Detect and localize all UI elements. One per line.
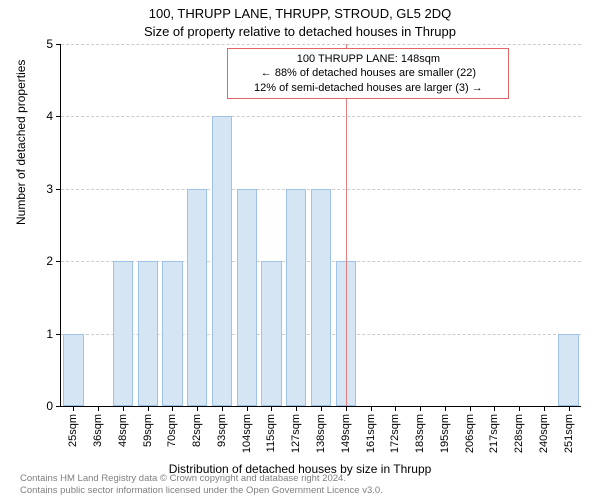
y-tick bbox=[56, 44, 61, 45]
y-tick-label: 5 bbox=[37, 37, 53, 51]
x-tick-label: 59sqm bbox=[142, 414, 154, 447]
x-tick-label: 104sqm bbox=[241, 414, 253, 453]
footer-line-1: Contains HM Land Registry data © Crown c… bbox=[20, 473, 383, 484]
plot-area: 01234525sqm36sqm48sqm59sqm70sqm82sqm93sq… bbox=[60, 44, 581, 407]
x-tick bbox=[494, 406, 495, 411]
x-tick bbox=[222, 406, 223, 411]
x-tick-label: 251sqm bbox=[563, 414, 575, 453]
x-tick bbox=[73, 406, 74, 411]
y-tick bbox=[56, 116, 61, 117]
x-tick bbox=[247, 406, 248, 411]
x-tick-label: 48sqm bbox=[117, 414, 129, 447]
bar bbox=[286, 189, 306, 406]
bar bbox=[138, 261, 158, 406]
bar bbox=[237, 189, 257, 406]
x-tick bbox=[371, 406, 372, 411]
grid-line bbox=[61, 44, 581, 45]
x-tick-label: 127sqm bbox=[290, 414, 302, 453]
y-axis-label: Number of detached properties bbox=[14, 60, 28, 225]
y-tick bbox=[56, 261, 61, 262]
bar bbox=[162, 261, 182, 406]
x-tick-label: 195sqm bbox=[439, 414, 451, 453]
bar bbox=[63, 334, 83, 406]
bar bbox=[311, 189, 331, 406]
x-tick-label: 217sqm bbox=[488, 414, 500, 453]
x-tick-label: 36sqm bbox=[92, 414, 104, 447]
x-tick-label: 240sqm bbox=[538, 414, 550, 453]
x-tick bbox=[519, 406, 520, 411]
annotation-line: ← 88% of detached houses are smaller (22… bbox=[234, 66, 502, 80]
footer-line-2: Contains public sector information licen… bbox=[20, 485, 383, 496]
bar bbox=[187, 189, 207, 406]
annotation-line: 12% of semi-detached houses are larger (… bbox=[234, 81, 502, 95]
x-tick-label: 115sqm bbox=[265, 414, 277, 452]
y-tick-label: 3 bbox=[37, 182, 53, 196]
x-tick-label: 161sqm bbox=[365, 414, 377, 453]
x-tick bbox=[346, 406, 347, 411]
x-tick-label: 25sqm bbox=[67, 414, 79, 447]
x-tick-label: 228sqm bbox=[513, 414, 525, 453]
x-tick-label: 93sqm bbox=[216, 414, 228, 447]
x-tick bbox=[395, 406, 396, 411]
x-tick-label: 206sqm bbox=[464, 414, 476, 453]
x-tick bbox=[172, 406, 173, 411]
y-tick-label: 1 bbox=[37, 327, 53, 341]
x-tick bbox=[544, 406, 545, 411]
x-tick-label: 183sqm bbox=[414, 414, 426, 453]
footer-attribution: Contains HM Land Registry data © Crown c… bbox=[20, 473, 383, 496]
x-tick bbox=[98, 406, 99, 411]
x-tick-label: 82sqm bbox=[191, 414, 203, 447]
x-tick bbox=[445, 406, 446, 411]
y-tick-label: 2 bbox=[37, 254, 53, 268]
x-tick bbox=[197, 406, 198, 411]
chart-subtitle: Size of property relative to detached ho… bbox=[0, 24, 600, 39]
x-tick bbox=[470, 406, 471, 411]
bar bbox=[113, 261, 133, 406]
annotation-box: 100 THRUPP LANE: 148sqm← 88% of detached… bbox=[227, 48, 509, 99]
x-tick bbox=[123, 406, 124, 411]
x-tick-label: 172sqm bbox=[389, 414, 401, 453]
x-tick-label: 70sqm bbox=[166, 414, 178, 447]
y-tick bbox=[56, 406, 61, 407]
annotation-line: 100 THRUPP LANE: 148sqm bbox=[234, 52, 502, 66]
y-tick-label: 4 bbox=[37, 109, 53, 123]
chart-title: 100, THRUPP LANE, THRUPP, STROUD, GL5 2D… bbox=[0, 6, 600, 21]
x-tick bbox=[569, 406, 570, 411]
x-tick bbox=[271, 406, 272, 411]
bar bbox=[212, 116, 232, 406]
x-tick bbox=[420, 406, 421, 411]
x-tick-label: 149sqm bbox=[340, 414, 352, 453]
grid-line bbox=[61, 116, 581, 117]
x-tick-label: 138sqm bbox=[315, 414, 327, 453]
bar bbox=[558, 334, 578, 406]
bar bbox=[261, 261, 281, 406]
y-tick-label: 0 bbox=[37, 399, 53, 413]
x-tick bbox=[148, 406, 149, 411]
property-size-chart: 100, THRUPP LANE, THRUPP, STROUD, GL5 2D… bbox=[0, 0, 600, 500]
y-tick bbox=[56, 189, 61, 190]
x-tick bbox=[296, 406, 297, 411]
y-tick bbox=[56, 334, 61, 335]
x-tick bbox=[321, 406, 322, 411]
